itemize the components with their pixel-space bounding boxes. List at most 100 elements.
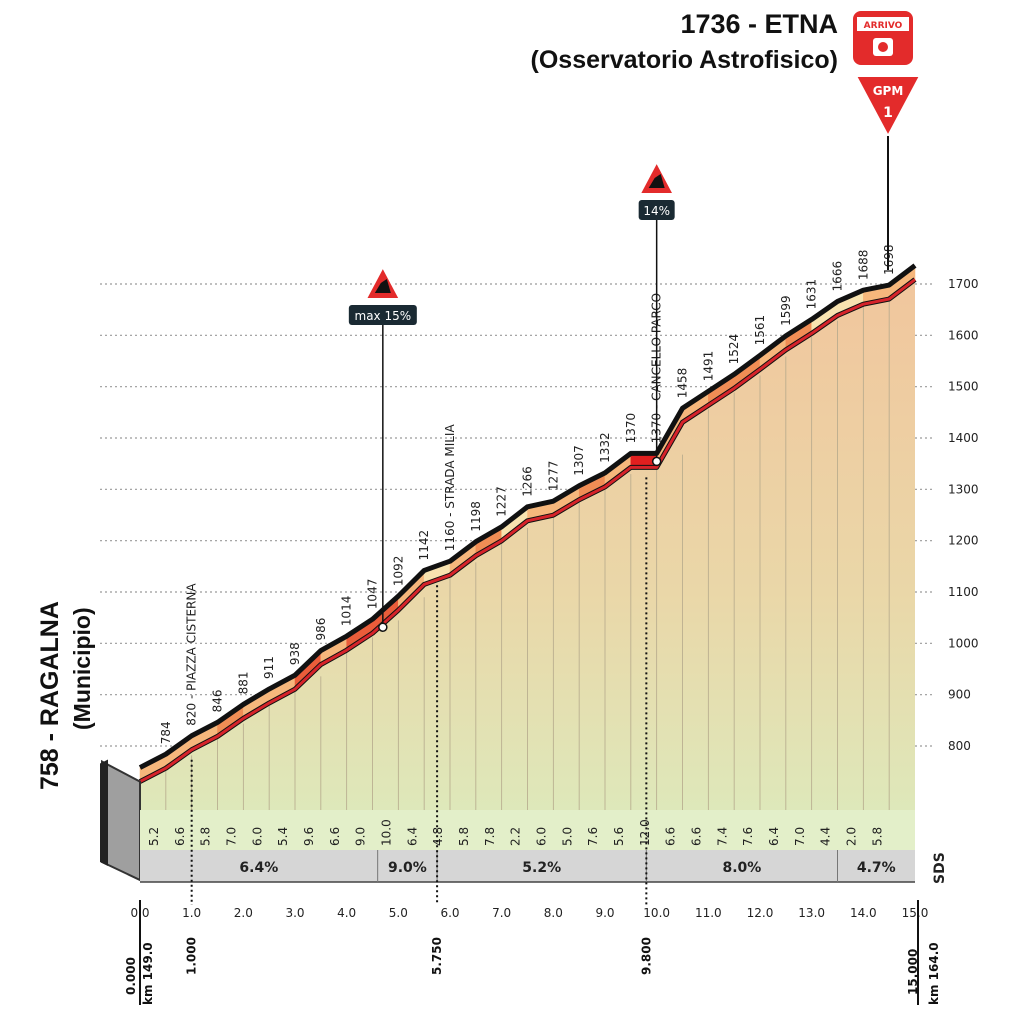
segment-gradient-label: 5.8 [457, 827, 471, 846]
y-tick-label: 1000 [948, 636, 979, 650]
start-label: 758 - RAGALNA (Municipio) [36, 601, 95, 790]
y-tick-label: 1500 [948, 380, 979, 394]
elevation-label: 1142 [417, 530, 431, 561]
segment-gradient-label: 5.4 [276, 827, 290, 846]
y-tick-label: 800 [948, 739, 971, 753]
average-row-bg [140, 850, 915, 882]
x-tick-label: 6.0 [440, 906, 459, 920]
segment-gradient-label: 12.0 [638, 819, 652, 846]
y-tick-label: 1300 [948, 482, 979, 496]
y-tick-label: 900 [948, 688, 971, 702]
start-name: 758 - RAGALNA [36, 601, 64, 790]
callout-box [348, 305, 417, 325]
callout-label: 14% [643, 204, 670, 218]
gpm-category: 1 [883, 105, 893, 121]
y-tick-label: 1400 [948, 431, 979, 445]
profile-front-line [139, 278, 916, 783]
elevation-label: 820 - PIAZZA CISTERNA [185, 583, 199, 726]
finish-km-label: 15.000 [906, 949, 920, 995]
x-tick-label: 9.0 [595, 906, 614, 920]
x-tick-label: 3.0 [285, 906, 304, 920]
segment-gradient-label: 6.4 [767, 827, 781, 846]
y-tick-label: 1100 [948, 585, 979, 599]
callout-box [638, 200, 675, 220]
start-subname: (Municipio) [69, 607, 95, 730]
finish-km-total: km 164.0 [927, 942, 941, 1005]
callout-dot [378, 622, 388, 632]
sector-average-label: 5.2% [522, 860, 561, 876]
y-tick-label: 1200 [948, 534, 979, 548]
segment-gradient-label: 6.0 [534, 827, 548, 846]
elevation-label: 1014 [340, 596, 354, 627]
x-tick-label: 4.0 [337, 906, 356, 920]
segment-gradient-label: 6.0 [250, 827, 264, 846]
segment-gradient-label: 5.8 [870, 827, 884, 846]
elevation-label: 1491 [701, 351, 715, 382]
elevation-label: 846 [211, 689, 225, 712]
elevation-label: 784 [159, 721, 173, 744]
elevation-label: 1307 [572, 445, 586, 476]
callout-dot [651, 456, 662, 467]
y-tick-label: 1700 [948, 277, 979, 291]
sector-average-label: 8.0% [723, 860, 762, 876]
elevation-label: 1332 [598, 432, 612, 463]
gpm-badge: GPM 1 [854, 75, 922, 270]
x-tick-label: 1.0 [182, 906, 201, 920]
arrivo-label: ARRIVO [864, 21, 903, 31]
x-tick-label: 10.0 [643, 906, 670, 920]
x-tick-label: 8.0 [544, 906, 563, 920]
elevation-label: 1561 [753, 315, 767, 346]
segment-gradient-label: 2.0 [844, 827, 858, 846]
elevation-label: 1458 [676, 368, 690, 399]
elevation-label: 1266 [521, 466, 535, 497]
x-tick-label: 12.0 [747, 906, 774, 920]
segment-gradient-label: 5.6 [612, 827, 626, 846]
elevation-label: 1227 [495, 486, 509, 517]
elevation-label: 881 [236, 672, 250, 695]
elevation-label: 1047 [366, 579, 380, 610]
start-km-total: km 149.0 [141, 942, 155, 1005]
elevation-label: 1198 [469, 501, 483, 532]
segment-gradient-label: 7.8 [483, 827, 497, 846]
x-tick-label: 15.0 [902, 906, 929, 920]
markers: 1.000 5.750 9.800 max 15% 14% [185, 159, 676, 975]
segment-gradient-label: 5.0 [560, 827, 574, 846]
segment-gradient-label: 2.2 [509, 827, 523, 846]
elevation-label: 1698 [882, 244, 896, 275]
marker-km-label: 5.750 [430, 937, 444, 975]
x-axis-ticks: 0.01.02.03.04.05.06.07.08.09.010.011.012… [130, 900, 928, 1005]
marker-km-label: 1.000 [185, 937, 199, 975]
elevation-label: 911 [262, 656, 276, 679]
profile-top-line [138, 263, 917, 770]
segment-gradient-label: 7.0 [224, 827, 238, 846]
segment-gradient-label: 6.4 [405, 827, 419, 846]
elevation-label: 1160 - STRADA MILIA [443, 424, 457, 552]
steep-warning-glyph [374, 279, 391, 293]
x-tick-label: 11.0 [695, 906, 722, 920]
y-axis-ticks: 800 900 1000 1100 1200 1300 1400 1500 1600 1700 [948, 277, 979, 753]
x-tick-label: 7.0 [492, 906, 511, 920]
segment-gradient-label: 5.2 [147, 827, 161, 846]
segment-gradient-label: 7.6 [741, 827, 755, 846]
profile-area [100, 263, 917, 882]
elevation-label: 1688 [856, 250, 870, 281]
gradient-row-bg [140, 810, 915, 850]
y-tick-label: 1600 [948, 328, 979, 342]
segment-gradient-label: 6.6 [689, 827, 703, 846]
elevation-label: 1666 [831, 261, 845, 292]
start-block-edge [100, 759, 108, 866]
finish-arrivo-badge: ARRIVO [851, 9, 915, 67]
segment-gradient-label: 5.8 [199, 827, 213, 846]
chart-subtitle: (Osservatorio Astrofisico) [531, 46, 838, 74]
x-tick-label: 2.0 [234, 906, 253, 920]
elevation-label: 986 [314, 618, 328, 641]
segment-gradient-label: 7.6 [586, 827, 600, 846]
elevation-label: 1524 [727, 334, 741, 365]
segment-gradient-label: 6.6 [664, 827, 678, 846]
callout-label: max 15% [355, 309, 412, 323]
elevation-label: 1631 [805, 279, 819, 310]
segment-gradient-label: 7.4 [715, 827, 729, 846]
elevation-label: 1370 [624, 413, 638, 444]
steep-warning-glyph [648, 174, 665, 188]
